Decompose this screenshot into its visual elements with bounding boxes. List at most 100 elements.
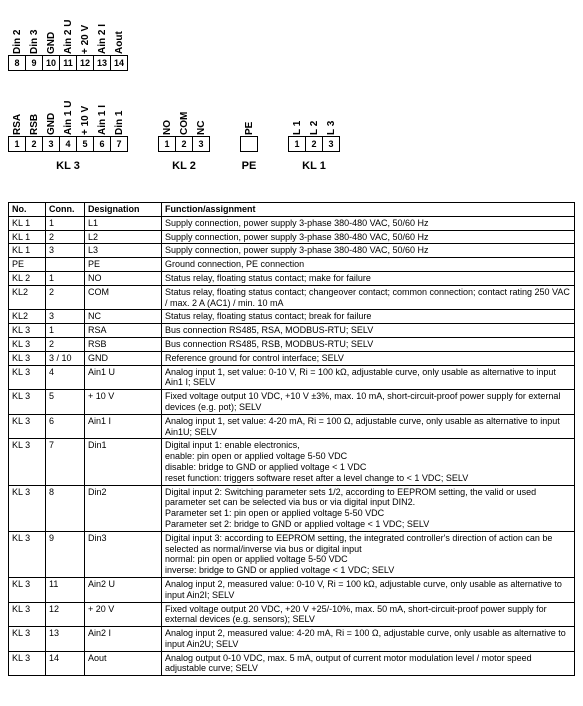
table-row: KL 13L3Supply connection, power supply 3… <box>9 244 575 258</box>
pin-name: Ain 1 I <box>97 91 108 135</box>
table-cell: KL 1 <box>9 230 46 244</box>
table-row: KL 313Ain2 IAnalog input 2, measured val… <box>9 627 575 652</box>
table-cell: GND <box>85 351 162 365</box>
table-row: KL22COMStatus relay, floating status con… <box>9 285 575 310</box>
table-row: KL 36Ain1 IAnalog input 1, set value: 4-… <box>9 414 575 439</box>
table-cell: NO <box>85 271 162 285</box>
table-cell: 13 <box>46 627 85 652</box>
pin-number: 1 <box>158 136 176 152</box>
pin-name: L 3 <box>326 91 337 135</box>
table-cell: Ain1 U <box>85 365 162 390</box>
connector-label-pe: PE <box>242 160 257 172</box>
pin-name: PE <box>244 91 255 135</box>
connector-label-kl2: KL 2 <box>172 160 196 172</box>
table-cell: Analog output 0-10 VDC, max. 5 mA, outpu… <box>162 651 575 676</box>
table-row: KL 311Ain2 UAnalog input 2, measured val… <box>9 577 575 602</box>
table-cell: PE <box>85 258 162 272</box>
connector-col: + 20 V12 + 10 V5 <box>76 8 94 152</box>
table-row: KL 34Ain1 UAnalog input 1, set value: 0-… <box>9 365 575 390</box>
pin-name: Ain 1 U <box>63 91 74 135</box>
table-row: KL 12L2Supply connection, power supply 3… <box>9 230 575 244</box>
pin-name: NO <box>162 91 173 135</box>
pin-name: L 2 <box>309 91 320 135</box>
table-cell: 2 <box>46 230 85 244</box>
table-cell: RSB <box>85 337 162 351</box>
connector-col: GND10GND3 <box>42 8 60 152</box>
pin-name: Ain 2 U <box>63 10 74 54</box>
table-cell: Bus connection RS485, RSA, MODBUS-RTU; S… <box>162 324 575 338</box>
table-cell: 4 <box>46 365 85 390</box>
table-cell: Digital input 1: enable electronics,enab… <box>162 439 575 485</box>
connector-col: Din 28RSA1 <box>8 8 26 152</box>
table-cell: Status relay, floating status contact; b… <box>162 310 575 324</box>
table-cell: Din1 <box>85 439 162 485</box>
pin-number: 3 <box>322 136 340 152</box>
table-cell: Din3 <box>85 531 162 577</box>
connector-col: PE <box>240 89 258 152</box>
connector-pe: PE PE <box>240 89 258 172</box>
pin-name: + 10 V <box>80 91 91 135</box>
pin-name: Ain 2 I <box>97 10 108 54</box>
pin-number: 2 <box>175 136 193 152</box>
table-cell: Reference ground for control interface; … <box>162 351 575 365</box>
table-cell: Analog input 1, set value: 0-10 V, Ri = … <box>162 365 575 390</box>
connector-label-kl3: KL 3 <box>56 160 80 172</box>
pin-name: RSB <box>29 91 40 135</box>
table-cell: KL 3 <box>9 365 46 390</box>
table-row: KL 11L1Supply connection, power supply 3… <box>9 216 575 230</box>
pin-number: 4 <box>59 136 77 152</box>
table-cell: KL 3 <box>9 531 46 577</box>
table-cell: KL 3 <box>9 414 46 439</box>
table-row: KL 37Din1Digital input 1: enable electro… <box>9 439 575 485</box>
table-header: Designation <box>85 203 162 217</box>
connector-col: Ain 2 I13Ain 1 I6 <box>93 8 111 152</box>
table-cell: 2 <box>46 285 85 310</box>
table-cell: KL 3 <box>9 577 46 602</box>
connector-col: Din 39RSB2 <box>25 8 43 152</box>
table-header: Conn. <box>46 203 85 217</box>
connector-col: COM2 <box>175 89 193 152</box>
table-cell: 3 <box>46 244 85 258</box>
table-cell: 3 <box>46 310 85 324</box>
pin-number: 7 <box>110 136 128 152</box>
connector-col: NO1 <box>158 89 176 152</box>
pin-number: 12 <box>76 55 94 71</box>
table-cell: KL 3 <box>9 390 46 415</box>
pin-number: 10 <box>42 55 60 71</box>
table-cell: 6 <box>46 414 85 439</box>
pin-name: COM <box>179 91 190 135</box>
pin-number: 1 <box>8 136 26 152</box>
table-row: PEPEGround connection, PE connection <box>9 258 575 272</box>
table-cell: Fixed voltage output 10 VDC, +10 V ±3%, … <box>162 390 575 415</box>
table-cell: + 10 V <box>85 390 162 415</box>
pin-number: 14 <box>110 55 128 71</box>
pin-number: 3 <box>192 136 210 152</box>
table-cell: Ain1 I <box>85 414 162 439</box>
table-row: KL 38Din2Digital input 2: Switching para… <box>9 485 575 531</box>
table-header: No. <box>9 203 46 217</box>
table-cell: Status relay, floating status contact; m… <box>162 271 575 285</box>
table-cell <box>46 258 85 272</box>
pin-number: 6 <box>93 136 111 152</box>
table-cell: 11 <box>46 577 85 602</box>
connector-label-kl1: KL 1 <box>302 160 326 172</box>
table-cell: Supply connection, power supply 3-phase … <box>162 244 575 258</box>
table-row: KL 312+ 20 VFixed voltage output 20 VDC,… <box>9 602 575 627</box>
connector-col: NC3 <box>192 89 210 152</box>
table-cell: Analog input 2, measured value: 4-20 mA,… <box>162 627 575 652</box>
connector-diagram: Din 28RSA1Din 39RSB2GND10GND3Ain 2 U11Ai… <box>8 8 575 172</box>
pin-name: + 20 V <box>80 10 91 54</box>
pin-number: 5 <box>76 136 94 152</box>
pin-name: NC <box>196 91 207 135</box>
table-cell: KL 3 <box>9 439 46 485</box>
pin-number: 9 <box>25 55 43 71</box>
pin-number: 1 <box>288 136 306 152</box>
table-cell: KL 3 <box>9 651 46 676</box>
pin-name: Din 1 <box>114 91 125 135</box>
table-row: KL 314AoutAnalog output 0-10 VDC, max. 5… <box>9 651 575 676</box>
connector-col: Ain 2 U11Ain 1 U4 <box>59 8 77 152</box>
pin-name: L 1 <box>292 91 303 135</box>
connector-kl2: NO1COM2NC3 KL 2 <box>158 89 210 172</box>
table-header: Function/assignment <box>162 203 575 217</box>
pin-number: 3 <box>42 136 60 152</box>
